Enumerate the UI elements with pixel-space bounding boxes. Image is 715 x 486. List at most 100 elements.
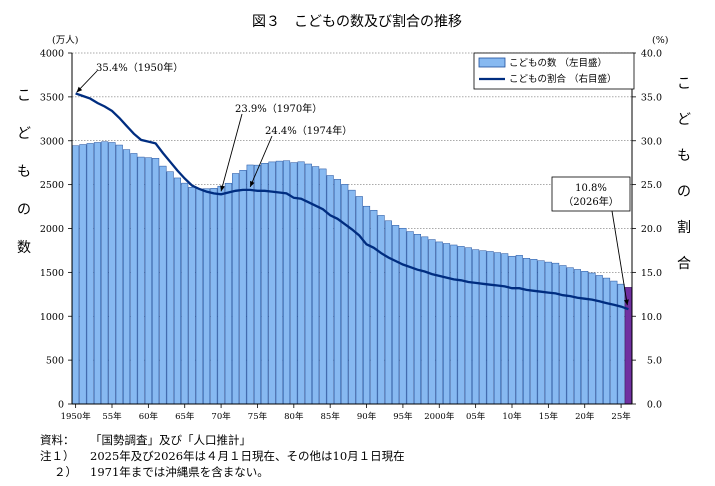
bar-1958 [130, 153, 138, 405]
bar-1968 [203, 188, 211, 405]
x-tick-label: 70年 [211, 411, 231, 422]
bar-1961 [152, 158, 160, 405]
y-right-tick-label: 20.0 [641, 224, 662, 235]
bar-2000 [435, 241, 443, 405]
bar-1969 [210, 188, 218, 405]
bar-1972 [232, 173, 240, 405]
annotation-1974: 24.4%（1974年） [265, 124, 352, 137]
bar-1995 [399, 227, 407, 405]
x-tick-label: 15年 [539, 411, 559, 422]
annotation-1950-arrow [76, 70, 98, 93]
axis-title-char: 合 [677, 256, 691, 272]
x-tick-label: 05年 [466, 411, 486, 422]
note-key: ２） [54, 465, 77, 479]
bar-1967 [195, 188, 203, 405]
x-tick-label: 90年 [357, 411, 377, 422]
note-key: 資料： [40, 433, 75, 447]
bar-1977 [268, 161, 276, 405]
bar-1999 [428, 239, 436, 405]
right-unit-label: (%) [652, 35, 668, 46]
bar-2009 [501, 253, 509, 405]
y-right-tick-label: 15.0 [641, 268, 662, 279]
bars [72, 141, 632, 405]
axis-title-char: の [17, 202, 31, 218]
bar-2026 [624, 287, 632, 405]
bar-1963 [166, 171, 174, 405]
bar-2019 [573, 269, 581, 405]
annotation-1970-arrow [220, 113, 243, 192]
bar-2002 [450, 244, 458, 405]
bar-1985 [326, 175, 334, 405]
note-text: 2025年及び2026年は４月１日現在、その他は10月１日現在 [90, 449, 405, 463]
annotation-1970-arrow-shaft [220, 113, 243, 192]
bar-2007 [486, 251, 494, 405]
x-tick-label: 65年 [175, 411, 195, 422]
y-left-tick-label: 3500 [40, 92, 64, 103]
y-right-tick-label: 30.0 [641, 136, 662, 147]
annotation-2026-arrow-shaft [611, 210, 628, 306]
notes: 資料： 「国勢調査」及び「人口推計」 注１） 2025年及び2026年は４月１日現在… [40, 432, 405, 480]
right-axis-title: こどもの割合 [677, 76, 691, 272]
bar-1974 [246, 164, 254, 405]
x-tick-label: 75年 [248, 411, 268, 422]
bar-2001 [443, 243, 451, 405]
ticks: 0 500 1000 1500 2000 2500 3000 3500 4000 0.0 5.0 10… [40, 49, 662, 423]
annotation-1950-arrow-head [76, 86, 83, 93]
axis-title-char: も [17, 164, 31, 180]
y-left-tick-label: 2000 [40, 224, 64, 235]
note-2: ２） 1971年までは沖縄県を含まない。 [40, 464, 405, 480]
y-left-tick-label: 500 [46, 356, 64, 367]
bar-1970 [217, 185, 225, 405]
note-text: 「国勢調査」及び「人口推計」 [90, 433, 251, 447]
bar-1952 [86, 143, 94, 405]
bar-1959 [137, 156, 145, 405]
annotation-2026-box [551, 176, 631, 212]
annotation-1950: 35.4%（1950年） [96, 61, 183, 74]
bar-1998 [421, 236, 429, 405]
left-axis-title: こどもの数 [17, 88, 31, 256]
bar-2008 [493, 252, 501, 405]
y-left-tick-label: 3000 [40, 136, 64, 147]
annotation-2026-arrow-head [624, 299, 629, 306]
bar-2017 [559, 265, 567, 405]
bar-2010 [508, 255, 516, 405]
bar-1950 [72, 145, 80, 405]
y-right-tick-label: 35.0 [641, 92, 662, 103]
bar-2020 [581, 271, 589, 405]
x-tick-label: 55年 [102, 411, 122, 422]
bar-2006 [479, 250, 487, 405]
y-left-tick-label: 4000 [40, 49, 64, 60]
bar-1979 [283, 160, 291, 405]
chart-title: 図３ こどもの数及び割合の推移 [252, 13, 462, 30]
axis-title-char: 割 [677, 219, 691, 236]
bar-2004 [464, 247, 472, 405]
bar-1994 [392, 225, 400, 405]
x-tick-label: 60年 [139, 411, 159, 422]
left-unit-label: (万人) [52, 35, 78, 46]
bar-1957 [123, 149, 131, 405]
bar-2013 [530, 259, 538, 405]
bar-1986 [333, 179, 341, 405]
bar-1971 [224, 182, 232, 405]
bar-1978 [275, 160, 283, 405]
annotation-1974-arrow-head [250, 180, 255, 187]
bar-2018 [566, 267, 574, 405]
bar-1997 [413, 234, 421, 405]
y-right-tick-label: 25.0 [641, 180, 662, 191]
note-1: 注１） 2025年及び2026年は４月１日現在、その他は10月１日現在 [40, 448, 405, 464]
bar-2021 [588, 272, 596, 405]
axis-title-char: ど [677, 112, 691, 128]
bar-1987 [341, 184, 349, 405]
bar-1960 [144, 157, 152, 405]
legend-bar-swatch [478, 57, 506, 68]
bar-2016 [552, 262, 560, 405]
ratio-line [75, 92, 629, 311]
chart: 図３ こどもの数及び割合の推移 (万人) (%) 0 500 1000 1500 200… [17, 13, 691, 423]
bar-1984 [319, 168, 327, 405]
x-tick-label: 25年 [611, 411, 631, 422]
axis-title-char: の [677, 184, 691, 200]
annotation-1970-arrow-head [220, 185, 225, 192]
x-tick-label: 95年 [393, 411, 413, 422]
bar-1954 [101, 141, 109, 405]
legend-bar-label: こどもの数 （左目盛） [509, 57, 607, 69]
